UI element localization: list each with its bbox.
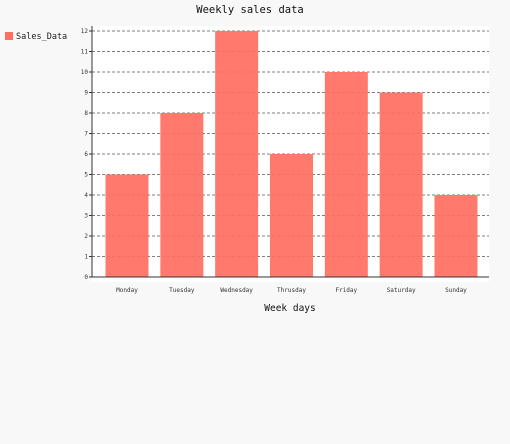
y-tick-label: 1: [84, 254, 88, 261]
x-category-label: Saturday: [387, 287, 416, 294]
bar-tuesday: [160, 113, 204, 277]
x-category-label: Monday: [116, 287, 138, 294]
legend: Sales_Data: [5, 32, 67, 42]
legend-swatch: [5, 32, 13, 40]
x-category-label: Tuesday: [169, 287, 195, 294]
y-tick-label: 8: [84, 110, 88, 117]
x-axis-title: Week days: [264, 303, 315, 314]
y-tick-label: 5: [84, 172, 88, 179]
y-tick-label: 10: [81, 69, 89, 76]
x-category-label: Sunday: [445, 287, 467, 294]
x-axis-categories: Monday Tuesday Wednesday Thrusday Friday Satu…: [116, 287, 467, 294]
y-tick-label: 2: [84, 233, 88, 240]
y-tick-label: 4: [84, 192, 88, 199]
bar-wednesday: [215, 31, 259, 277]
y-tick-label: 9: [84, 90, 88, 97]
bar-friday: [324, 72, 368, 277]
chart-title: Weekly sales data: [196, 4, 303, 16]
y-tick-label: 0: [84, 274, 88, 281]
y-tick-label: 3: [84, 213, 88, 220]
bar-monday: [105, 174, 149, 277]
x-category-label: Wednesday: [220, 287, 253, 294]
legend-label: Sales_Data: [16, 32, 67, 42]
y-tick-label: 12: [81, 28, 89, 35]
y-tick-label: 6: [84, 151, 88, 158]
gridlines: [92, 30, 489, 257]
bar-sunday: [434, 195, 478, 277]
y-tick-label: 7: [84, 131, 88, 138]
y-tick-label: 11: [81, 49, 89, 56]
bars: [105, 31, 478, 277]
bar-thrusday: [269, 154, 313, 277]
x-category-label: Thrusday: [277, 287, 306, 294]
x-category-label: Friday: [335, 287, 357, 294]
bar-saturday: [379, 92, 423, 277]
